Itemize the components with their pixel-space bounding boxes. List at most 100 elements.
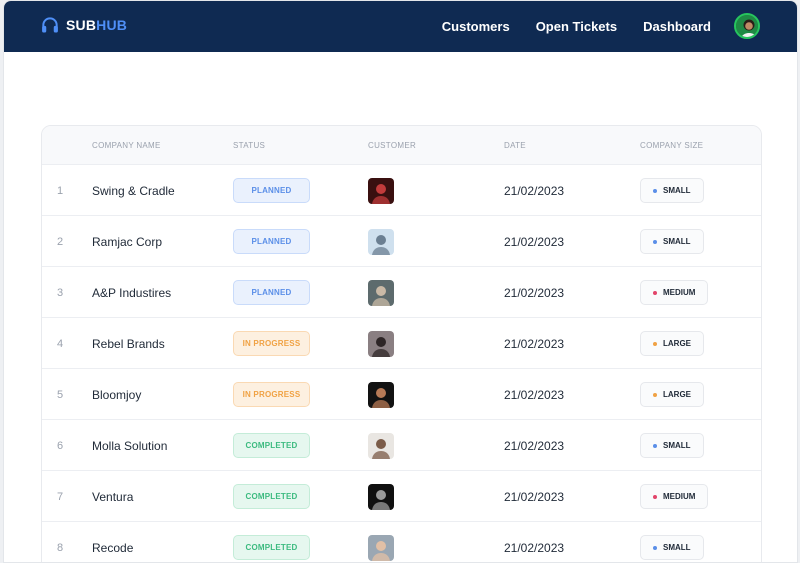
- status-badge[interactable]: IN PROGRESS: [233, 331, 310, 356]
- company-size-label: MEDIUM: [663, 288, 696, 297]
- size-cell: MEDIUM: [640, 267, 709, 318]
- status-badge[interactable]: COMPLETED: [233, 535, 310, 560]
- row-index: 7: [57, 490, 64, 503]
- main-nav: Customers Open Tickets Dashboard: [442, 1, 711, 52]
- status-cell: IN PROGRESS: [233, 369, 310, 420]
- company-size-label: MEDIUM: [663, 492, 696, 501]
- row-index: 3: [57, 286, 64, 299]
- company-size-badge[interactable]: SMALL: [640, 178, 704, 203]
- customer-avatar[interactable]: [368, 228, 394, 255]
- customer-avatar[interactable]: [368, 279, 394, 306]
- status-cell: COMPLETED: [233, 420, 310, 471]
- customer-cell: [368, 522, 394, 562]
- nav-open-tickets[interactable]: Open Tickets: [535, 19, 618, 34]
- companies-table: COMPANY NAME STATUS CUSTOMER DATE COMPAN…: [41, 125, 762, 562]
- size-cell: MEDIUM: [640, 471, 709, 522]
- status-badge[interactable]: COMPLETED: [233, 433, 310, 458]
- date-value: 21/02/2023: [504, 234, 565, 249]
- company-name: Ventura: [92, 489, 134, 504]
- company-size-badge[interactable]: SMALL: [640, 433, 704, 458]
- status-cell: PLANNED: [233, 165, 310, 216]
- size-dot-icon: [653, 392, 657, 397]
- customer-avatar[interactable]: [368, 432, 394, 459]
- user-avatar-image: [736, 15, 758, 37]
- company-size-badge[interactable]: SMALL: [640, 229, 704, 254]
- company-size-badge[interactable]: LARGE: [640, 382, 704, 407]
- company-name: Recode: [92, 540, 134, 555]
- status-badge[interactable]: PLANNED: [233, 229, 310, 254]
- company-size-badge[interactable]: SMALL: [640, 535, 704, 560]
- app-window: SUBHUB Customers Open Tickets Dashboard …: [3, 0, 798, 563]
- customer-avatar[interactable]: [368, 534, 394, 561]
- row-index: 4: [57, 337, 64, 350]
- date-value: 21/02/2023: [504, 183, 565, 198]
- col-status[interactable]: STATUS: [233, 141, 266, 150]
- company-size-label: SMALL: [663, 441, 691, 450]
- date-value: 21/02/2023: [504, 489, 565, 504]
- date-value: 21/02/2023: [504, 438, 565, 453]
- table-row[interactable]: 7 Ventura COMPLETED 21/02/2023 MEDIUM: [42, 471, 761, 522]
- company-name: Rebel Brands: [92, 336, 165, 351]
- headphones-icon: [42, 17, 58, 33]
- size-cell: SMALL: [640, 216, 704, 267]
- customer-cell: [368, 165, 394, 216]
- status-badge[interactable]: PLANNED: [233, 178, 310, 203]
- status-badge[interactable]: COMPLETED: [233, 484, 310, 509]
- company-size-label: LARGE: [663, 390, 691, 399]
- size-dot-icon: [653, 494, 657, 499]
- customer-avatar[interactable]: [368, 381, 394, 408]
- company-size-badge[interactable]: LARGE: [640, 331, 704, 356]
- col-date[interactable]: DATE: [504, 141, 526, 150]
- table-row[interactable]: 5 Bloomjoy IN PROGRESS 21/02/2023 LARGE: [42, 369, 761, 420]
- nav-dashboard[interactable]: Dashboard: [643, 19, 711, 34]
- date-value: 21/02/2023: [504, 285, 565, 300]
- user-avatar[interactable]: [734, 13, 760, 39]
- date-value: 21/02/2023: [504, 540, 565, 555]
- customer-avatar[interactable]: [368, 177, 394, 204]
- table-row[interactable]: 4 Rebel Brands IN PROGRESS 21/02/2023 LARGE: [42, 318, 761, 369]
- company-size-label: SMALL: [663, 186, 691, 195]
- row-index: 2: [57, 235, 64, 248]
- date-value: 21/02/2023: [504, 336, 565, 351]
- company-name: Ramjac Corp: [92, 234, 163, 249]
- table-row[interactable]: 8 Recode COMPLETED 21/02/2023 SMALL: [42, 522, 761, 562]
- customer-cell: [368, 216, 394, 267]
- company-size-label: LARGE: [663, 339, 691, 348]
- size-cell: SMALL: [640, 165, 704, 216]
- size-dot-icon: [653, 290, 657, 295]
- size-dot-icon: [653, 443, 657, 448]
- brand-name: SUBHUB: [66, 17, 128, 33]
- status-cell: IN PROGRESS: [233, 318, 310, 369]
- table-row[interactable]: 1 Swing & Cradle PLANNED 21/02/2023 SMALL: [42, 165, 761, 216]
- table-row[interactable]: 6 Molla Solution COMPLETED 21/02/2023 SMALL: [42, 420, 761, 471]
- size-dot-icon: [653, 188, 657, 193]
- size-cell: SMALL: [640, 522, 704, 562]
- size-dot-icon: [653, 341, 657, 346]
- company-size-badge[interactable]: MEDIUM: [640, 280, 709, 305]
- table-header: COMPANY NAME STATUS CUSTOMER DATE COMPAN…: [42, 126, 761, 165]
- customer-cell: [368, 318, 394, 369]
- company-name: Molla Solution: [92, 438, 168, 453]
- row-index: 8: [57, 541, 64, 554]
- status-cell: PLANNED: [233, 216, 310, 267]
- date-value: 21/02/2023: [504, 387, 565, 402]
- company-size-label: SMALL: [663, 237, 691, 246]
- status-cell: COMPLETED: [233, 522, 310, 562]
- table-row[interactable]: 2 Ramjac Corp PLANNED 21/02/2023 SMALL: [42, 216, 761, 267]
- table-row[interactable]: 3 A&P Industires PLANNED 21/02/2023 MEDIUM: [42, 267, 761, 318]
- customer-avatar[interactable]: [368, 330, 394, 357]
- nav-customers[interactable]: Customers: [441, 19, 510, 34]
- col-company-name[interactable]: COMPANY NAME: [92, 141, 161, 150]
- status-badge[interactable]: IN PROGRESS: [233, 382, 310, 407]
- size-dot-icon: [653, 545, 657, 550]
- col-company-size[interactable]: COMPANY SIZE: [640, 141, 704, 150]
- status-cell: COMPLETED: [233, 471, 310, 522]
- row-index: 6: [57, 439, 64, 452]
- company-size-label: SMALL: [663, 543, 691, 552]
- brand-logo[interactable]: SUBHUB: [40, 15, 127, 35]
- col-customer[interactable]: CUSTOMER: [368, 141, 417, 150]
- customer-avatar[interactable]: [368, 483, 394, 510]
- company-size-badge[interactable]: MEDIUM: [640, 484, 709, 509]
- status-badge[interactable]: PLANNED: [233, 280, 310, 305]
- row-index: 1: [57, 184, 64, 197]
